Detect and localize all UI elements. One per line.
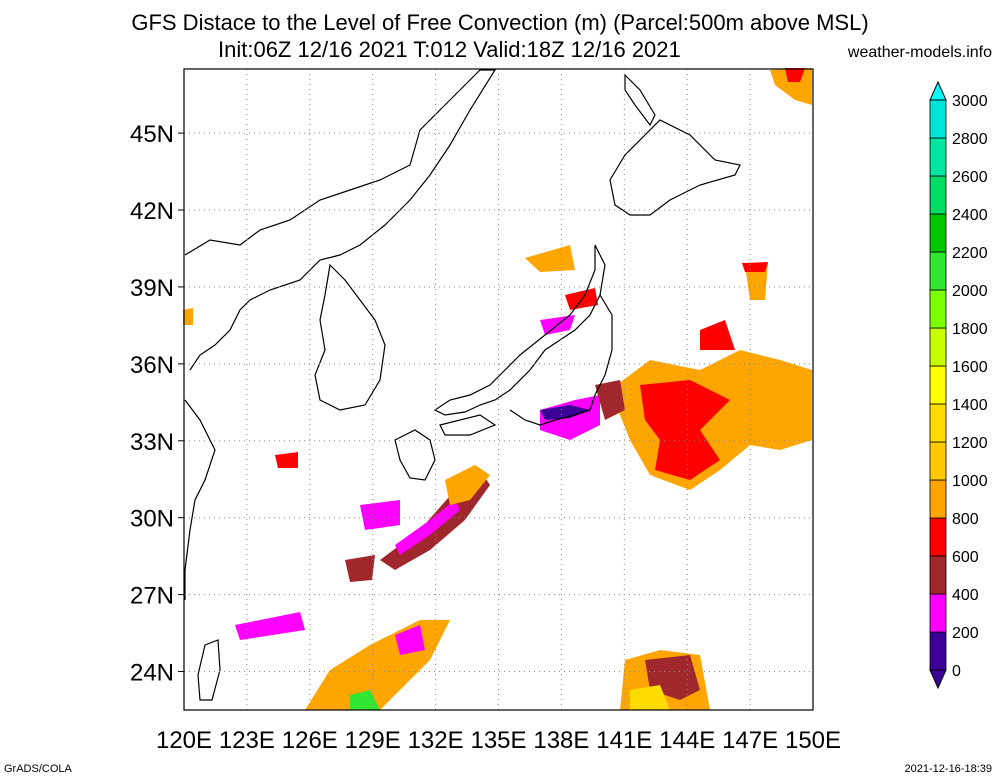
- colorbar-label: 600: [952, 549, 979, 566]
- field-ryukyu-orange: [445, 465, 490, 505]
- source-site: weather-models.info: [847, 44, 992, 61]
- lon-tick-label: 129E: [345, 727, 401, 754]
- field-north-orange: [525, 245, 575, 272]
- colorbar-label: 1000: [952, 473, 988, 490]
- colorbar-segment: [929, 327, 947, 367]
- colorbar-segment: [929, 99, 947, 139]
- lon-tick-label: 132E: [408, 727, 464, 754]
- colorbar-label: 2200: [952, 245, 988, 262]
- colorbar-label: 1800: [952, 321, 988, 338]
- colorbar-segment: [929, 479, 947, 519]
- colorbar: 0 200 400 600 800 1000 1200 1400 1600 1800 2000 220…: [929, 80, 988, 690]
- colorbar-label: 800: [952, 511, 979, 528]
- lon-tick-label: 150E: [785, 727, 841, 754]
- lon-tick-label: 123E: [219, 727, 275, 754]
- lat-tick-label: 45N: [130, 121, 174, 148]
- coast-taiwan: [197, 639, 221, 701]
- footer-credit: GrADS/COLA: [4, 763, 72, 775]
- coastlines: [184, 69, 741, 701]
- coast-honshu-east: [509, 294, 613, 426]
- field-misc-red: [275, 452, 298, 468]
- field-ryukyu-magenta: [395, 500, 460, 555]
- colorbar-label: 2800: [952, 131, 988, 148]
- lon-tick-label: 138E: [533, 727, 589, 754]
- lat-axis-labels: 24N 27N 30N 33N 36N 39N 42N 45N: [130, 121, 184, 687]
- colorbar-segment: [929, 593, 947, 633]
- field-east-red: [640, 380, 730, 480]
- coast-honshu: [433, 244, 606, 416]
- lon-tick-label: 141E: [596, 727, 652, 754]
- map-title: GFS Distace to the Level of Free Convect…: [131, 10, 869, 35]
- colorbar-label: 0: [952, 663, 961, 680]
- lat-tick-label: 27N: [130, 583, 174, 610]
- colorbar-label: 2600: [952, 169, 988, 186]
- field-west-magenta: [360, 500, 400, 530]
- colorbar-label: 1200: [952, 435, 988, 452]
- lfc-shading: [183, 68, 812, 710]
- coast-mainland: [184, 69, 497, 371]
- colorbar-segment: [929, 365, 947, 405]
- colorbar-label: 3000: [952, 93, 988, 110]
- field-sw-orange: [305, 620, 450, 710]
- field-sw-magenta2: [235, 612, 305, 640]
- colorbar-min-arrow: [929, 669, 947, 690]
- field-misc-orange: [183, 308, 193, 325]
- lat-tick-label: 30N: [130, 506, 174, 533]
- lat-tick-label: 36N: [130, 352, 174, 379]
- colorbar-segment: [929, 137, 947, 177]
- map-subtitle: Init:06Z 12/16 2021 T:012 Valid:18Z 12/1…: [218, 37, 681, 62]
- colorbar-label: 2400: [952, 207, 988, 224]
- colorbar-max-arrow: [929, 80, 947, 101]
- coast-china-south: [184, 399, 216, 600]
- colorbar-label: 1400: [952, 397, 988, 414]
- colorbar-segment: [929, 517, 947, 557]
- coast-korea: [314, 263, 386, 411]
- lat-tick-label: 33N: [130, 429, 174, 456]
- lon-tick-label: 126E: [282, 727, 338, 754]
- field-honshu-brown: [595, 380, 625, 420]
- coast-sakhalin: [624, 73, 656, 127]
- footer-timestamp: 2021-12-16-18:39: [904, 763, 992, 775]
- lat-tick-label: 39N: [130, 275, 174, 302]
- field-ne2-red: [742, 262, 768, 272]
- gridlines: [184, 69, 813, 710]
- lat-tick-label: 24N: [130, 660, 174, 687]
- map-frame: [183, 68, 814, 711]
- field-ne-red: [785, 68, 805, 82]
- colorbar-segment: [929, 175, 947, 215]
- lon-tick-label: 144E: [659, 727, 715, 754]
- coast-kyushu: [394, 429, 436, 481]
- colorbar-segment: [929, 403, 947, 443]
- coast-hokkaido: [609, 119, 741, 216]
- lon-tick-label: 120E: [156, 727, 212, 754]
- colorbar-segment: [929, 441, 947, 481]
- colorbar-segment: [929, 555, 947, 595]
- field-west-brown: [345, 555, 375, 582]
- colorbar-label: 1600: [952, 359, 988, 376]
- field-east-orange: [610, 350, 812, 490]
- field-east-red2: [700, 320, 735, 350]
- lon-tick-label: 135E: [470, 727, 526, 754]
- colorbar-label: 2000: [952, 283, 988, 300]
- colorbar-segment: [929, 251, 947, 291]
- lon-tick-label: 147E: [722, 727, 778, 754]
- coast-shikoku: [439, 414, 497, 436]
- lon-axis-labels: 120E 123E 126E 129E 132E 135E 138E 141E 144E 147E…: [156, 727, 841, 754]
- colorbar-segment: [929, 213, 947, 253]
- field-se-yellow: [630, 685, 670, 710]
- lat-tick-label: 42N: [130, 198, 174, 225]
- colorbar-label: 400: [952, 587, 979, 604]
- colorbar-segment: [929, 289, 947, 329]
- field-sw-magenta: [395, 625, 425, 655]
- field-honshu-purple: [540, 405, 590, 420]
- colorbar-label: 200: [952, 625, 979, 642]
- colorbar-segment: [929, 631, 947, 671]
